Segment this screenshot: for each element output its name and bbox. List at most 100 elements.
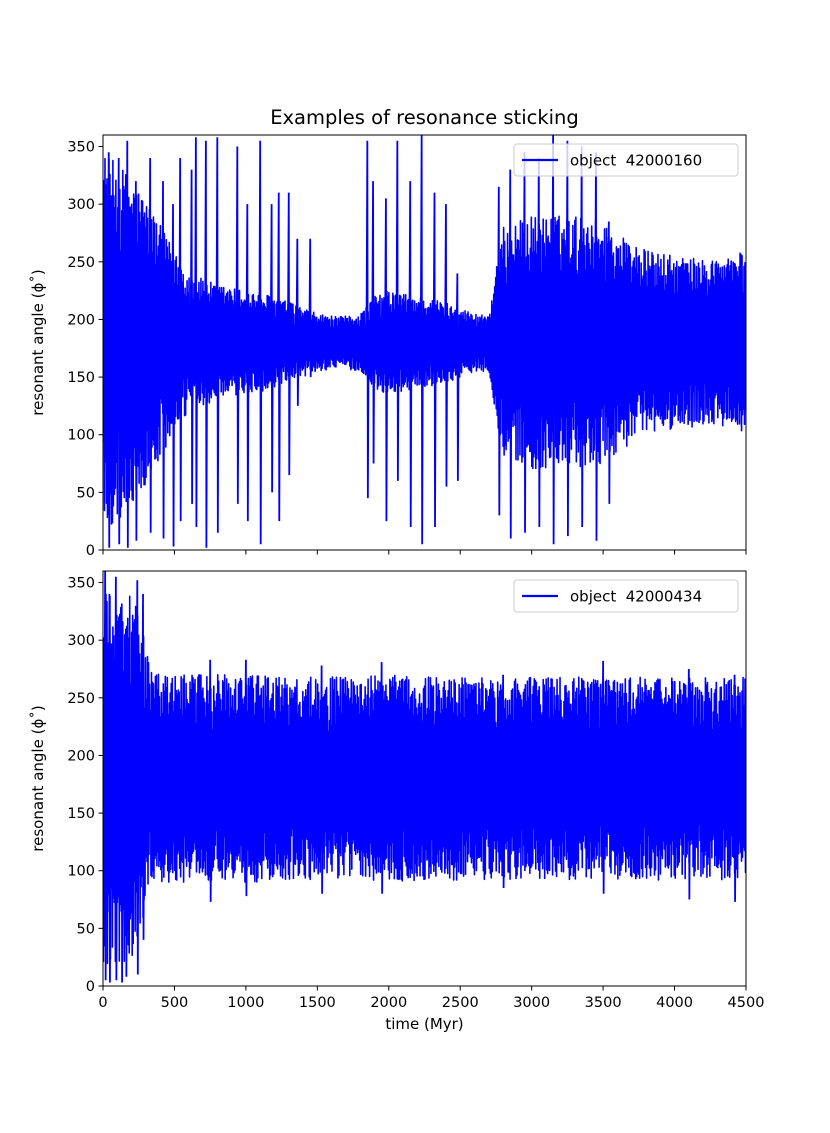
top-series-spike <box>295 238 300 406</box>
top-series-spike <box>258 140 263 545</box>
bottom-plot-series <box>103 571 746 983</box>
top-series-spike <box>194 137 198 527</box>
bottom-x-tick-label: 2000 <box>370 995 407 1011</box>
top-series-spike <box>125 140 130 548</box>
top-series-line <box>103 157 746 525</box>
top-series-spike <box>551 135 556 545</box>
bottom-legend: object 42000434 <box>513 579 739 613</box>
top-series-spike <box>204 140 208 548</box>
top-series-spike <box>419 135 424 545</box>
bottom-y-tick-label: 250 <box>67 691 95 707</box>
bottom-plot-frame <box>102 570 747 987</box>
bottom-series-spike <box>501 674 506 889</box>
top-series-spike <box>134 181 138 541</box>
top-y-axis-label: resonant angle (ϕ˚) <box>29 269 47 415</box>
bottom-series-spike <box>114 576 118 981</box>
top-legend-label: object 42000160 <box>570 152 702 170</box>
bottom-legend-box <box>513 579 739 613</box>
top-series-spike <box>579 146 584 527</box>
bottom-series-spike <box>135 580 140 975</box>
bottom-x-tick-label: 1000 <box>227 995 264 1011</box>
top-series-spike <box>395 140 400 481</box>
top-series-spike <box>245 204 250 522</box>
bottom-series-spike <box>124 628 128 977</box>
top-y-tick-label: 300 <box>67 197 95 213</box>
top-plot-frame <box>102 134 747 551</box>
bottom-series-spike <box>601 660 606 894</box>
bottom-series-spike <box>141 594 146 940</box>
bottom-x-axis: 0 500 1000 1500 2000 2500 3000 3500 4000 4500 <box>98 986 764 1011</box>
bottom-y-tick-label: 300 <box>67 633 95 649</box>
bottom-panel: 0 500 1000 1500 2000 2500 3000 3500 4000 4500 0 50… <box>29 570 764 1033</box>
chart-title: Examples of resonance sticking <box>270 106 579 129</box>
top-legend-box <box>513 143 739 177</box>
bottom-x-tick-label: 3000 <box>513 995 550 1011</box>
bottom-y-axis-label: resonant angle (ϕ˚) <box>29 705 47 851</box>
top-y-axis: 0 50 100 150 200 250 300 350 <box>67 140 103 559</box>
bottom-series-spike <box>244 659 248 897</box>
bottom-series-spike <box>208 659 213 902</box>
top-y-tick-label: 150 <box>67 370 95 386</box>
top-series-spike <box>106 152 111 548</box>
bottom-series-spike <box>107 594 112 983</box>
top-series-spike <box>497 186 501 516</box>
top-y-tick-label: 250 <box>67 255 95 271</box>
bottom-y-tick-label: 50 <box>77 921 95 937</box>
top-series-spike <box>371 181 376 464</box>
top-plot-series <box>103 135 746 548</box>
top-y-tick-label: 0 <box>86 543 95 559</box>
top-series-spike <box>287 192 291 476</box>
top-panel: 0 50 100 150 200 250 300 350 resonant angle (ϕ˚… <box>29 134 747 559</box>
top-y-tick-label: 50 <box>77 485 95 501</box>
top-legend: object 42000160 <box>513 143 739 177</box>
top-y-tick-label: 350 <box>67 140 95 156</box>
bottom-legend-label: object 42000434 <box>570 588 702 606</box>
bottom-y-tick-label: 200 <box>67 748 95 764</box>
top-series-spike <box>116 158 121 545</box>
top-series-spike <box>522 152 527 533</box>
top-series-spike <box>408 181 413 527</box>
bottom-series-spike <box>732 674 737 902</box>
bottom-series-spike <box>687 668 691 900</box>
top-series-spike <box>455 273 460 481</box>
bottom-series-spike <box>319 665 324 894</box>
top-series-spike <box>215 137 220 533</box>
bottom-series-spike <box>103 571 108 981</box>
top-series-spike <box>594 152 599 541</box>
top-series-spike <box>432 192 437 527</box>
bottom-x-tick-label: 2500 <box>442 995 479 1011</box>
bottom-x-tick-label: 4500 <box>728 995 765 1011</box>
top-y-tick-label: 200 <box>67 312 95 328</box>
top-series-spike <box>148 158 153 533</box>
bottom-series-spike <box>119 617 124 983</box>
top-series-spike <box>189 169 194 504</box>
top-series-spike <box>365 140 370 499</box>
top-series-spike <box>269 204 274 493</box>
bottom-series-spike <box>379 662 384 894</box>
bottom-x-axis-label: time (Myr) <box>385 1015 463 1033</box>
bottom-x-tick-label: 3500 <box>585 995 622 1011</box>
bottom-x-tick-label: 1500 <box>299 995 336 1011</box>
bottom-y-tick-label: 350 <box>67 576 95 592</box>
top-series-spike <box>178 158 183 522</box>
top-series-spike <box>171 204 176 547</box>
bottom-y-tick-label: 0 <box>86 979 95 995</box>
top-x-axis <box>102 550 747 555</box>
bottom-y-axis: 0 50 100 150 200 250 300 350 <box>67 576 103 995</box>
top-series-spike <box>308 238 313 378</box>
bottom-y-tick-label: 150 <box>67 806 95 822</box>
top-series-spike <box>161 181 166 539</box>
bottom-y-tick-label: 100 <box>67 864 95 880</box>
bottom-x-tick-label: 4000 <box>656 995 693 1011</box>
bottom-x-tick-label: 500 <box>161 995 189 1011</box>
top-series-spike <box>444 204 449 487</box>
top-series-spike <box>235 146 240 504</box>
top-series-spike <box>565 140 570 537</box>
top-series-spike <box>537 158 541 527</box>
top-series-spike <box>607 221 611 504</box>
bottom-series-line <box>103 593 746 965</box>
top-series-spike <box>508 169 513 539</box>
top-y-tick-label: 100 <box>67 428 95 444</box>
